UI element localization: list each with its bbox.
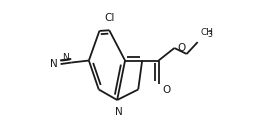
Text: O: O: [177, 43, 185, 53]
Text: O: O: [163, 85, 171, 95]
Text: N: N: [50, 59, 57, 69]
Text: CH: CH: [200, 28, 213, 37]
Text: Cl: Cl: [104, 13, 115, 23]
Text: 3: 3: [207, 30, 212, 39]
Text: N: N: [62, 53, 68, 62]
Text: N: N: [115, 107, 122, 117]
